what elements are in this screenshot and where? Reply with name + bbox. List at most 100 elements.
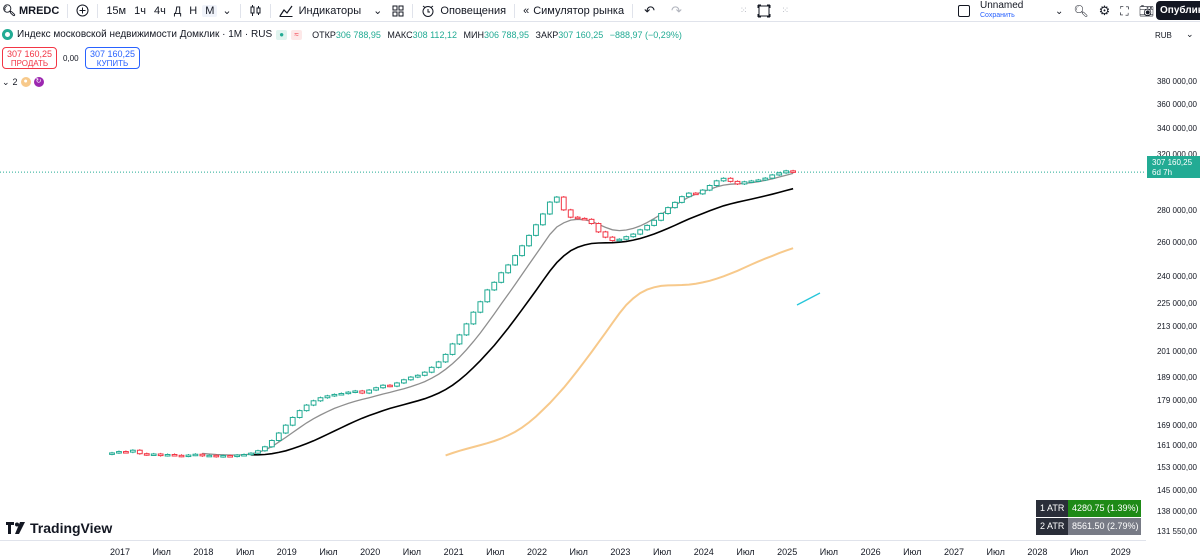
layout-save-status: Сохранить [980,12,1015,19]
interval-week[interactable]: Н [189,4,198,17]
sell-label: ПРОДАТЬ [10,59,49,68]
currency-label[interactable]: RUB [1155,31,1172,40]
indicator-icon: ● [20,77,31,87]
candle-up [553,196,560,203]
candle-down [602,231,609,238]
candle-down [560,196,567,211]
time-tick-label: Июл [736,547,755,557]
atr-value: 8561.50 (2.79%) [1068,518,1141,535]
interval-month[interactable]: М [202,4,218,17]
redo-button[interactable]: ↷ [663,0,690,22]
alerts-button[interactable]: Оповещения [416,0,511,22]
candle-up [463,323,470,336]
candle-up [150,453,157,456]
time-tick-label: 2017 [109,547,131,557]
atr-name: 2 ATR [1036,518,1068,535]
close-label: ЗАКР [535,29,559,40]
candle-up [658,213,664,221]
chevron-down-icon[interactable]: ⌄ [1055,5,1064,17]
drag-handle[interactable]: ⁙ [781,5,790,15]
undo-button[interactable]: ↶ [636,0,663,22]
candle-up [713,180,720,187]
candle-up [685,192,692,198]
moving-average-fast [202,172,794,456]
layouts-button[interactable] [387,0,409,22]
candle-down [595,223,602,233]
atr-row: 1 ATR 4280.75 (1.39%) [1036,500,1141,517]
candle-up [630,233,637,238]
candle-down [178,454,185,458]
interval-15m[interactable]: 15м [106,4,127,17]
time-axis[interactable]: 2017 Июл 2018 Июл 2019 Июл 2020 Июл 2021 Июл 2022 И… [0,540,1146,558]
indicators-button[interactable]: Индикаторы ⌄ [274,0,388,22]
top-toolbar: 🔍︎ MREDC 15м 1ч 4ч Д Н М ⌄ Индикаторы ⌄ … [0,0,1200,22]
candle-up [484,289,491,303]
publish-button[interactable]: Опублик [1156,1,1200,20]
candle-up [637,229,644,235]
candle-up [748,180,755,183]
low-label: МИН [463,29,484,40]
quick-search-icon[interactable]: 🔍︎ [1073,4,1089,18]
fullscreen-button[interactable] [752,0,776,22]
interval-day[interactable]: Д [173,4,182,17]
settings-icon[interactable]: ⚙ [1098,3,1111,18]
camera-icon[interactable]: 📷︎ [1138,4,1154,18]
sell-button[interactable]: 307 160,25 ПРОДАТЬ [2,47,57,69]
time-tick-label: 2027 [943,547,965,557]
price-tick-label: 380 000,00 [1156,76,1197,86]
candle-up [776,172,783,176]
price-axis[interactable]: 380 000,00 360 000,00 340 000,00 320 000,00… [1146,22,1200,540]
candle-up [310,400,317,406]
buy-button[interactable]: 307 160,25 КУПИТЬ [85,47,140,69]
candle-up [262,446,268,452]
layout-name-button[interactable]: Unnamed Сохранить [958,0,1023,22]
drag-handle[interactable]: ⁙ [739,5,748,15]
data-flag-icon[interactable]: ● [276,29,288,40]
sale-flag-icon[interactable]: ≈ [291,29,303,40]
price-tick-label: 280 000,00 [1156,206,1197,216]
time-tick-label: Июл [569,547,588,557]
indicators-collapse[interactable]: ⌄ 2 ● ↻ [2,76,44,88]
price-tick-label: 179 000,00 [1156,396,1197,406]
price-chart[interactable] [0,22,1200,540]
chevron-down-icon[interactable]: ⌄ [222,5,232,17]
candle-down [213,454,220,458]
compare-symbol-button[interactable] [71,0,94,22]
candle-up [512,255,519,266]
interval-4h[interactable]: 4ч [153,4,166,17]
interval-1h[interactable]: 1ч [134,4,146,17]
candle-up [477,301,484,313]
candle-down [143,453,150,456]
candle-down [790,170,797,173]
candle-up [282,424,289,434]
plus-circle-icon [76,4,89,17]
alerts-label: Оповещения [440,4,507,17]
candle-up [220,455,227,458]
chevron-down-icon[interactable]: ⌄ [1186,29,1194,39]
candle-up [672,201,678,209]
price-tick-label: 169 000,00 [1156,420,1197,430]
candle-up [366,389,373,394]
fullscreen-icon[interactable]: ⛶ [1120,3,1129,18]
candle-up [129,449,136,453]
candle-up [331,393,338,397]
last-price-tag: 307 160,25 6d 7h [1147,156,1200,178]
divider [67,3,69,18]
tradingview-logo[interactable]: TradingView [6,520,112,536]
candle-up [373,387,380,391]
atr-name: 1 ATR [1036,500,1068,517]
candle-up [234,454,240,458]
candle-down [574,216,581,220]
candle-up [428,366,435,373]
search-icon: 🔍︎ [2,5,16,17]
divider [514,3,516,18]
replay-button[interactable]: « Симулятор рынка [518,0,629,22]
candle-up [526,234,532,247]
legend-title: Индекс московской недвижимости Домклик ·… [17,29,273,40]
time-tick-label: 2029 [1110,547,1131,557]
price-tick-label: 240 000,00 [1156,271,1197,281]
chart-type-button[interactable] [244,0,267,22]
divider [269,3,271,18]
price-tick-label: 145 000,00 [1156,485,1197,495]
symbol-search[interactable]: 🔍︎ MREDC [0,0,64,22]
